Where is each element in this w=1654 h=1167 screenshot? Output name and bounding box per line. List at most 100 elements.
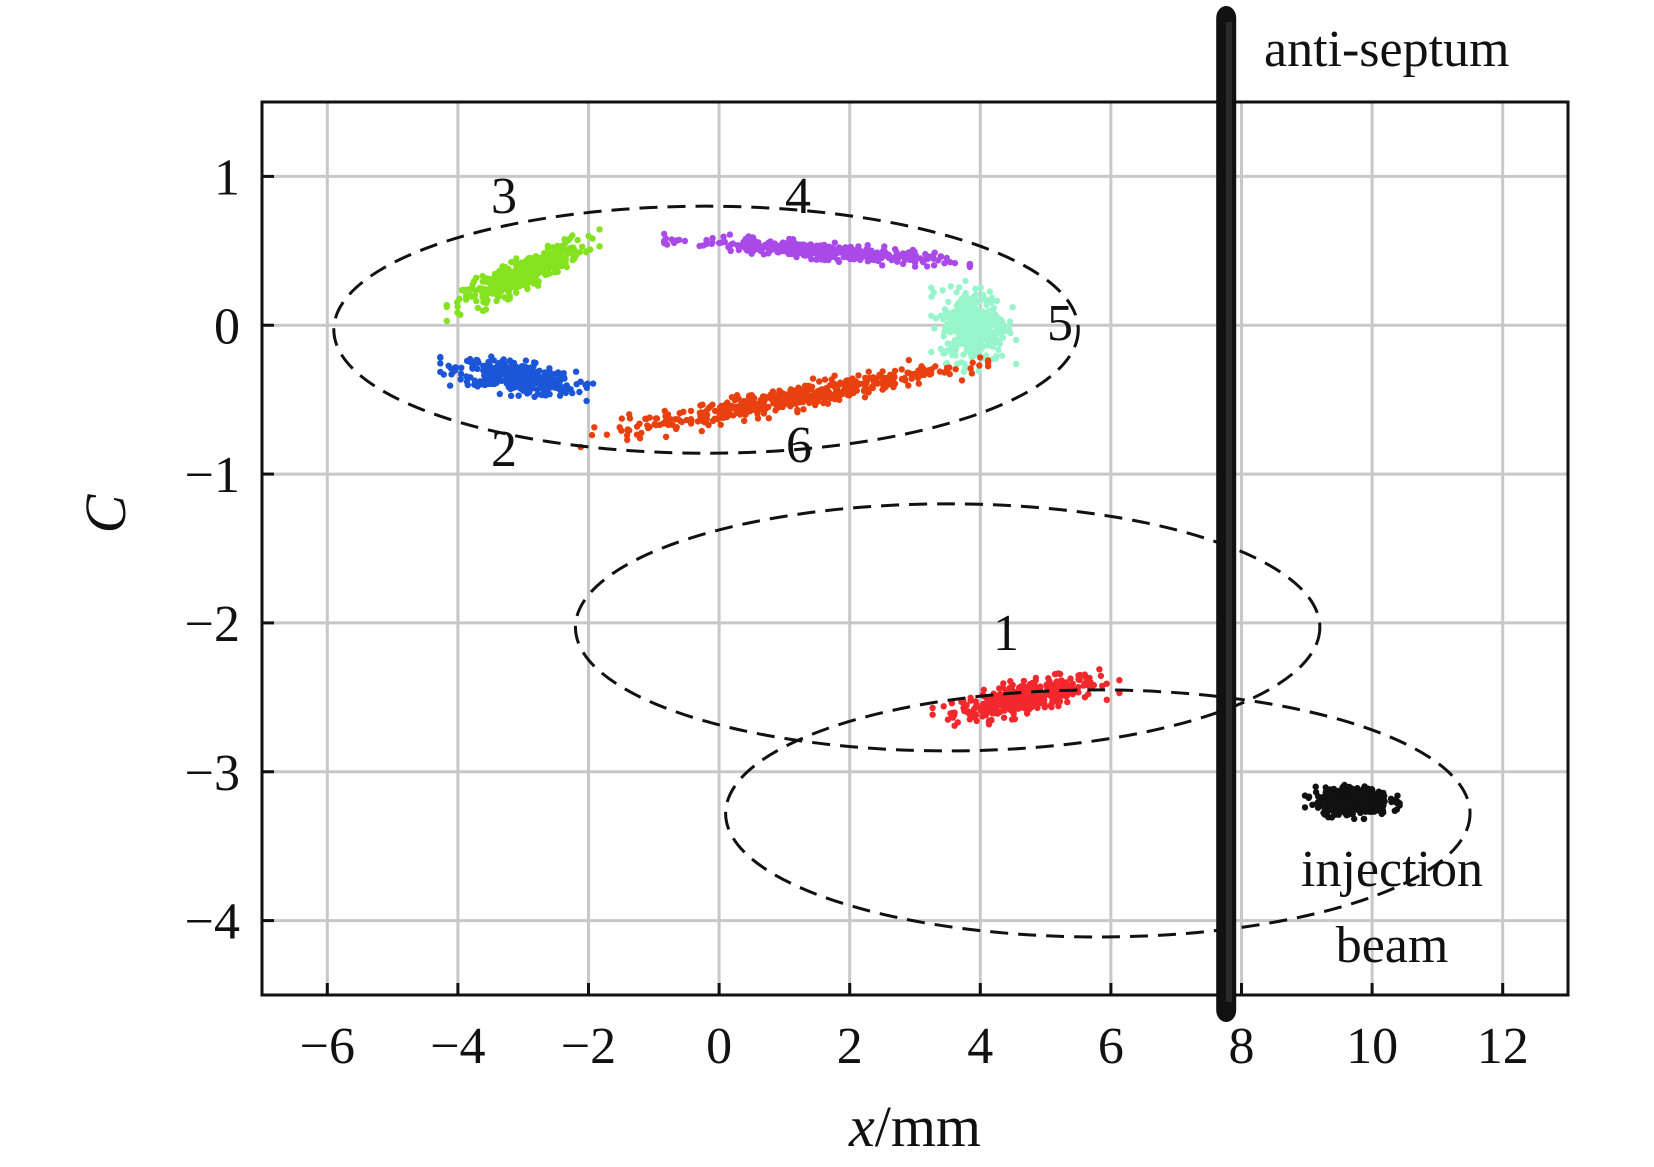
scatter-point — [723, 413, 730, 421]
scatter-point — [579, 243, 586, 250]
scatter-point — [661, 230, 668, 238]
scatter-point — [534, 254, 541, 261]
scatter-point — [585, 232, 592, 240]
scatter-point — [960, 305, 968, 313]
scatter-point — [558, 262, 565, 270]
scatter-point — [868, 247, 875, 254]
scatter-point — [572, 249, 579, 256]
scatter-point — [508, 378, 515, 385]
scatter-point — [960, 704, 967, 711]
scatter-point — [703, 407, 710, 415]
scatter-point — [519, 382, 526, 389]
scatter-point — [821, 256, 828, 264]
scatter-point — [508, 258, 515, 266]
scatter-point — [507, 392, 515, 399]
scatter-point — [864, 258, 872, 265]
scatter-point — [1103, 680, 1110, 687]
scatter-point — [789, 389, 796, 396]
scatter-point — [971, 705, 978, 712]
scatter-point — [958, 359, 965, 366]
dashed-ellipse — [724, 688, 1472, 939]
anti-septum-bar — [1216, 6, 1237, 1022]
scatter-point — [870, 374, 877, 381]
scatter-point — [835, 393, 843, 400]
scatter-point — [978, 330, 985, 337]
scatter-point — [536, 268, 544, 275]
scatter-point — [970, 308, 978, 315]
scatter-point — [677, 417, 684, 425]
x-axis-title-variable: x — [848, 1094, 875, 1159]
scatter-point — [788, 397, 795, 404]
scatter-point — [905, 382, 912, 389]
scatter-point — [769, 388, 777, 395]
scatter-point — [977, 309, 984, 316]
scatter-point — [1321, 805, 1328, 812]
scatter-point — [504, 367, 511, 374]
scatter-point — [490, 380, 497, 387]
scatter-point — [874, 380, 881, 387]
scatter-point — [985, 328, 993, 335]
scatter-point — [450, 368, 457, 375]
scatter-point — [1116, 677, 1123, 684]
scatter-point — [941, 328, 948, 336]
scatter-point — [952, 366, 959, 373]
scatter-point — [681, 237, 689, 245]
scatter-point — [1050, 685, 1057, 692]
scatter-point — [460, 287, 468, 294]
scatter-point — [953, 289, 960, 296]
scatter-point — [846, 378, 853, 386]
scatter-point — [524, 285, 531, 293]
scatter-point — [985, 307, 992, 315]
scatter-point — [942, 349, 949, 356]
scatter-point — [984, 363, 992, 370]
scatter-point — [928, 284, 935, 291]
injection-beam-label-line2: beam — [1336, 917, 1449, 974]
scatter-point — [755, 242, 762, 249]
scatter-point — [478, 380, 485, 388]
scatter-point — [1087, 679, 1094, 686]
x-axis-title: x/mm — [848, 1094, 981, 1159]
scatter-point — [909, 251, 916, 259]
scatter-point — [1056, 670, 1064, 678]
scatter-point — [534, 391, 541, 398]
scatter-point — [546, 365, 553, 372]
scatter-point — [813, 250, 820, 258]
scatter-point — [1305, 794, 1312, 801]
scatter-point — [940, 703, 947, 710]
scatter-point — [474, 304, 482, 312]
scatter-point — [937, 253, 945, 260]
scatter-point — [951, 336, 959, 344]
scatter-point — [454, 303, 461, 310]
scatter-point — [954, 320, 961, 328]
scatter-point — [993, 353, 1000, 360]
scatter-point — [711, 407, 719, 415]
scatter-point — [488, 353, 495, 360]
scatter-point — [908, 375, 915, 382]
scatter-point — [738, 408, 745, 415]
scatter-point — [624, 436, 631, 444]
scatter-point — [553, 255, 560, 262]
x-tick-label: 12 — [1477, 1018, 1529, 1075]
scatter-point — [480, 362, 487, 370]
scatter-point — [537, 382, 544, 389]
scatter-point — [980, 294, 987, 302]
scatter-point — [513, 289, 520, 296]
scatter-point — [929, 711, 936, 718]
cluster-4 — [661, 230, 974, 271]
scatter-point — [588, 431, 596, 439]
scatter-point — [1013, 360, 1020, 368]
scatter-point — [879, 248, 887, 255]
scatter-point — [945, 298, 952, 305]
dashed-ellipse — [332, 204, 1080, 455]
scatter-point — [998, 352, 1006, 359]
scatter-point — [767, 395, 775, 402]
scatter-point — [992, 332, 999, 340]
scatter-point — [982, 711, 990, 719]
scatter-point — [696, 409, 704, 417]
scatter-point — [831, 372, 838, 379]
scatter-point — [733, 392, 741, 399]
scatter-point — [1353, 797, 1360, 804]
scatter-point — [524, 390, 531, 397]
scatter-point — [905, 356, 912, 364]
